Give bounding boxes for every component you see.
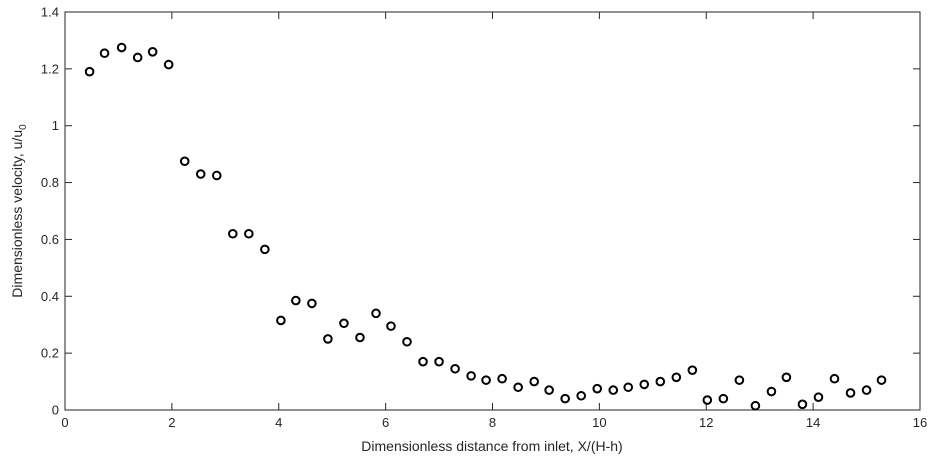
data-point	[845, 388, 856, 398]
data-point	[195, 169, 206, 179]
data-point	[339, 318, 349, 329]
y-axis-title: Dimensionless velocity, u/u0	[9, 124, 29, 298]
y-tick-label: 0	[52, 403, 59, 418]
y-tick-label: 1.4	[41, 5, 59, 20]
y-tick-label: 1	[52, 118, 59, 133]
x-tick-label: 6	[382, 415, 389, 430]
data-point	[260, 244, 270, 255]
data-point	[592, 383, 603, 394]
y-tick-label: 0.2	[41, 346, 59, 361]
data-point	[291, 295, 301, 306]
x-tick-label: 12	[699, 415, 713, 430]
x-tick-label: 8	[489, 415, 496, 430]
data-point	[323, 334, 333, 344]
data-point	[623, 382, 634, 393]
data-point	[99, 48, 110, 59]
data-point	[371, 308, 381, 319]
y-tick-label: 0.4	[41, 289, 59, 304]
data-point	[244, 228, 254, 239]
data-point	[513, 382, 523, 393]
data-point	[481, 375, 491, 385]
plot-area	[64, 11, 921, 411]
data-point	[163, 59, 174, 70]
data-point	[766, 386, 777, 397]
data-point	[497, 373, 507, 384]
data-point	[861, 385, 872, 395]
x-axis-title: Dimensionless distance from inlet, X/(H-…	[361, 438, 622, 454]
data-point	[576, 390, 587, 401]
y-axis-title-subscript: 0	[18, 124, 29, 130]
data-point	[608, 385, 619, 395]
data-point	[750, 400, 761, 411]
data-point	[671, 372, 682, 383]
data-point	[116, 42, 127, 53]
x-tick-label: 0	[61, 415, 68, 430]
data-point	[227, 228, 238, 239]
y-tick-label: 0.8	[41, 175, 59, 190]
y-tick-label: 0.6	[41, 232, 59, 247]
x-tick-label: 14	[806, 415, 820, 430]
x-tick-label: 16	[913, 415, 927, 430]
data-point	[386, 321, 396, 331]
data-point	[402, 336, 412, 347]
axis-tick-labels: 0 2 4 6 8 10 12 14 16 0 0.2 0.4 0.6 0.8 1 1.2 1.4	[41, 5, 927, 431]
data-point	[734, 375, 745, 385]
data-point	[781, 372, 792, 383]
data-point	[813, 392, 824, 403]
data-point	[639, 379, 650, 390]
data-point	[355, 332, 365, 343]
data-point	[211, 170, 222, 181]
data-points	[84, 42, 887, 411]
data-point	[434, 356, 444, 367]
data-point	[702, 395, 713, 405]
data-point	[718, 393, 729, 404]
data-point	[560, 393, 570, 404]
data-point	[529, 376, 539, 387]
data-point	[544, 385, 554, 395]
data-point	[179, 156, 190, 167]
data-point	[829, 373, 840, 384]
data-point	[276, 315, 286, 326]
data-point	[876, 375, 887, 385]
data-point	[147, 47, 158, 57]
data-point	[418, 356, 428, 367]
x-tick-label: 10	[592, 415, 606, 430]
data-point	[84, 66, 95, 77]
data-point	[687, 365, 698, 376]
data-point	[466, 371, 476, 381]
data-point	[450, 363, 460, 374]
y-axis-title-main: Dimensionless velocity, u/u	[9, 130, 25, 298]
y-tick-label: 1.2	[41, 61, 59, 76]
data-point	[797, 399, 808, 410]
x-tick-label: 4	[275, 415, 282, 430]
x-tick-label: 2	[168, 415, 175, 430]
data-point	[655, 376, 666, 387]
data-point	[307, 298, 317, 309]
data-point	[132, 52, 143, 63]
axis-ticks	[64, 11, 921, 411]
